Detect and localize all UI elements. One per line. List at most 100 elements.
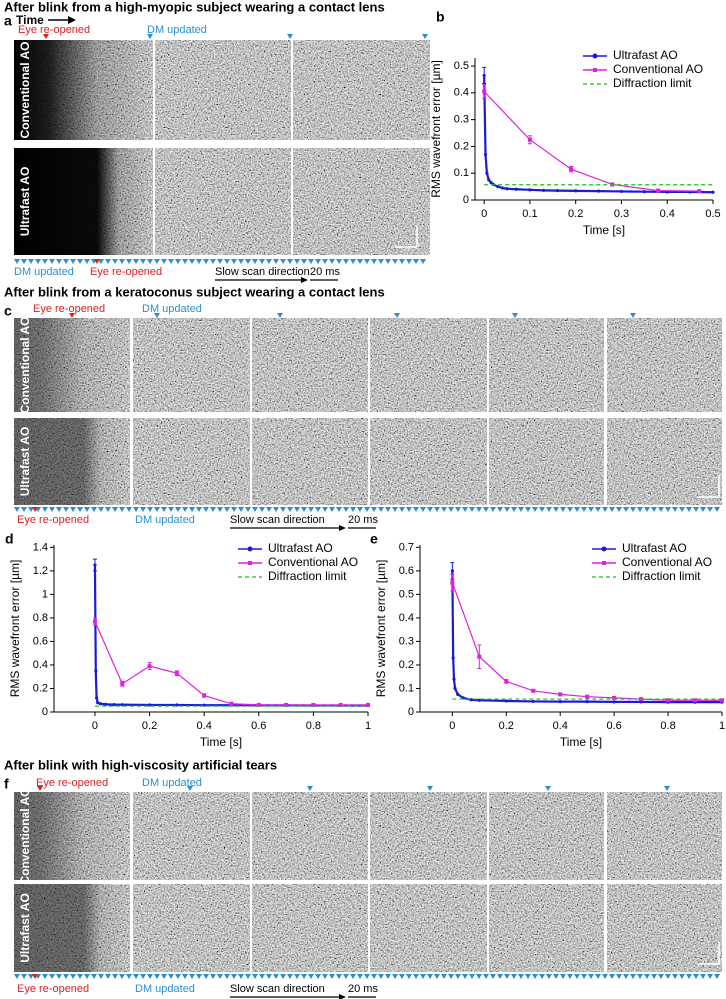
legend-label: Conventional AO (622, 555, 712, 569)
marker-triangle (238, 507, 244, 512)
legend-label: Ultrafast AO (613, 48, 678, 62)
marker-triangle (413, 974, 419, 979)
legend-marker (247, 546, 253, 552)
image-frame (293, 148, 430, 255)
legend-marker (592, 53, 598, 59)
marker-triangle (21, 974, 27, 979)
y-tick-label: 1.2 (33, 565, 48, 577)
marker-triangle (545, 786, 551, 791)
marker-triangle (637, 974, 643, 979)
point (311, 702, 316, 707)
marker-triangle (420, 507, 426, 512)
marker-triangle (140, 974, 146, 979)
point (711, 190, 715, 194)
marker-triangle (133, 507, 139, 512)
marker-triangle (91, 974, 97, 979)
point (202, 693, 207, 698)
marker-triangle (252, 259, 258, 264)
marker-triangle (476, 507, 482, 512)
point (450, 569, 454, 573)
marker-triangle (581, 507, 587, 512)
y-tick-label: 0.4 (33, 659, 48, 671)
marker-triangle (350, 259, 356, 264)
legend-label: Ultrafast AO (622, 541, 687, 555)
y-tick-label: 0.6 (33, 635, 48, 647)
marker-triangle (69, 313, 75, 318)
marker-triangle (567, 507, 573, 512)
marker-triangle (35, 259, 41, 264)
marker-triangle (469, 507, 475, 512)
point (693, 698, 698, 703)
marker-triangle (259, 974, 265, 979)
marker-triangle (455, 974, 461, 979)
row-label: Ultrafast AO (18, 427, 32, 497)
event-label: Eye re-opened (36, 777, 108, 789)
marker-triangle (623, 507, 629, 512)
marker-triangle (43, 34, 49, 39)
marker-triangle (140, 259, 146, 264)
marker-triangle (49, 974, 55, 979)
marker-triangle (119, 259, 125, 264)
marker-triangle (259, 259, 265, 264)
marker-triangle (224, 259, 230, 264)
marker-triangle (560, 974, 566, 979)
marker-triangle (511, 507, 517, 512)
image-frame (489, 318, 604, 412)
event-label: 20 ms (348, 983, 378, 995)
marker-triangle (280, 507, 286, 512)
marker-triangle (217, 974, 223, 979)
y-tick-label: 0.2 (399, 659, 414, 671)
marker-triangle (231, 259, 237, 264)
marker-triangle (301, 507, 307, 512)
marker-triangle (182, 507, 188, 512)
point (453, 686, 457, 691)
marker-triangle (154, 974, 160, 979)
marker-triangle (448, 507, 454, 512)
marker-triangle (364, 974, 370, 979)
marker-triangle (420, 974, 426, 979)
marker-triangle (210, 507, 216, 512)
marker-triangle (504, 507, 510, 512)
y-tick-label: 0.8 (33, 612, 48, 624)
image-frame (607, 884, 722, 972)
y-tick-label: 0.7 (399, 541, 414, 553)
event-label: Eye re-opened (90, 266, 162, 278)
marker-triangle (329, 974, 335, 979)
marker-triangle (700, 974, 706, 979)
marker-triangle (168, 259, 174, 264)
marker-triangle (518, 974, 524, 979)
marker-triangle (434, 974, 440, 979)
marker-triangle (63, 974, 69, 979)
marker-triangle (77, 507, 83, 512)
marker-triangle (322, 974, 328, 979)
marker-triangle (378, 507, 384, 512)
legend-label: Conventional AO (268, 555, 358, 569)
x-tick-label: 0.2 (499, 720, 514, 732)
marker-triangle (644, 974, 650, 979)
marker-triangle (595, 507, 601, 512)
marker-triangle (707, 974, 713, 979)
marker-triangle (343, 974, 349, 979)
legend-marker (593, 68, 597, 72)
marker-triangle (420, 259, 426, 264)
marker-triangle (560, 507, 566, 512)
point (451, 656, 455, 660)
marker-triangle (364, 507, 370, 512)
marker-triangle (651, 974, 657, 979)
event-label: DM updated (142, 777, 202, 789)
point (666, 698, 671, 703)
marker-triangle (49, 507, 55, 512)
y-tick-label: 0.3 (399, 635, 414, 647)
marker-triangle (168, 507, 174, 512)
series-line (93, 564, 369, 707)
y-tick-label: 0.3 (454, 114, 469, 126)
point (531, 688, 536, 693)
panel-label: b (436, 9, 445, 25)
marker-triangle (546, 974, 552, 979)
marker-triangle (147, 507, 153, 512)
marker-triangle (714, 974, 720, 979)
event-label: Slow scan direction (215, 266, 310, 278)
marker-triangle (56, 507, 62, 512)
marker-triangle (245, 974, 251, 979)
row-label: Ultrafast AO (18, 167, 32, 237)
